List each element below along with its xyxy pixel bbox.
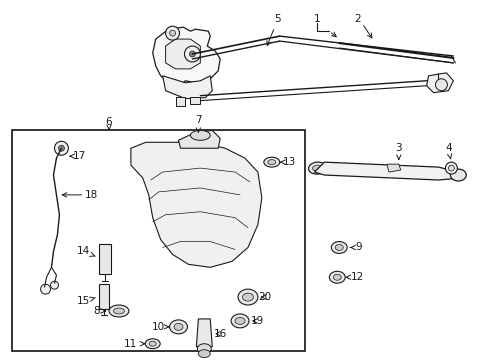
Polygon shape — [99, 244, 111, 274]
Text: 10: 10 — [152, 322, 168, 332]
Polygon shape — [314, 162, 459, 180]
Polygon shape — [152, 27, 220, 86]
Circle shape — [169, 30, 175, 36]
Ellipse shape — [333, 274, 341, 280]
Circle shape — [435, 79, 447, 91]
Ellipse shape — [331, 242, 346, 253]
Polygon shape — [386, 164, 400, 172]
Ellipse shape — [235, 318, 244, 324]
Text: 11: 11 — [124, 339, 144, 349]
Ellipse shape — [169, 320, 187, 334]
Circle shape — [50, 281, 59, 289]
Circle shape — [59, 145, 64, 151]
Ellipse shape — [190, 130, 210, 140]
Polygon shape — [426, 73, 452, 93]
Circle shape — [189, 51, 195, 57]
Circle shape — [445, 162, 456, 174]
Polygon shape — [175, 96, 185, 105]
Ellipse shape — [449, 169, 466, 181]
Text: 5: 5 — [266, 14, 281, 45]
Polygon shape — [178, 130, 220, 148]
Polygon shape — [165, 39, 200, 69]
Ellipse shape — [267, 159, 275, 165]
Polygon shape — [163, 76, 212, 99]
Text: 18: 18 — [84, 190, 98, 200]
Ellipse shape — [174, 323, 183, 330]
Text: 19: 19 — [251, 316, 264, 326]
Text: 1: 1 — [313, 14, 320, 24]
Text: 20: 20 — [258, 292, 271, 302]
Text: 6: 6 — [105, 117, 112, 130]
Bar — [12, 130, 304, 351]
Ellipse shape — [231, 314, 248, 328]
Ellipse shape — [242, 293, 253, 301]
Ellipse shape — [198, 350, 210, 357]
Polygon shape — [99, 284, 109, 309]
Text: 9: 9 — [349, 243, 362, 252]
Ellipse shape — [149, 341, 156, 346]
Circle shape — [184, 46, 200, 62]
Polygon shape — [196, 319, 212, 347]
Text: 13: 13 — [280, 157, 296, 167]
Ellipse shape — [264, 157, 279, 167]
Ellipse shape — [113, 308, 124, 314]
Ellipse shape — [197, 344, 211, 354]
Text: 2: 2 — [353, 14, 360, 24]
Text: 8: 8 — [93, 306, 105, 316]
Polygon shape — [131, 142, 262, 267]
Ellipse shape — [308, 162, 325, 174]
Text: 17: 17 — [73, 151, 86, 161]
Circle shape — [165, 26, 179, 40]
Ellipse shape — [109, 305, 129, 317]
Text: 3: 3 — [395, 143, 401, 159]
Text: 15: 15 — [77, 296, 95, 306]
Ellipse shape — [312, 165, 322, 171]
Ellipse shape — [335, 244, 343, 251]
Circle shape — [54, 141, 68, 155]
Ellipse shape — [328, 271, 345, 283]
Text: 4: 4 — [444, 143, 451, 159]
Ellipse shape — [145, 339, 160, 349]
Text: 14: 14 — [77, 247, 95, 256]
Polygon shape — [190, 96, 200, 104]
Circle shape — [41, 284, 50, 294]
Text: 16: 16 — [213, 329, 226, 339]
Text: 7: 7 — [195, 116, 201, 132]
Circle shape — [447, 165, 453, 171]
Text: 12: 12 — [346, 272, 363, 282]
Ellipse shape — [238, 289, 257, 305]
